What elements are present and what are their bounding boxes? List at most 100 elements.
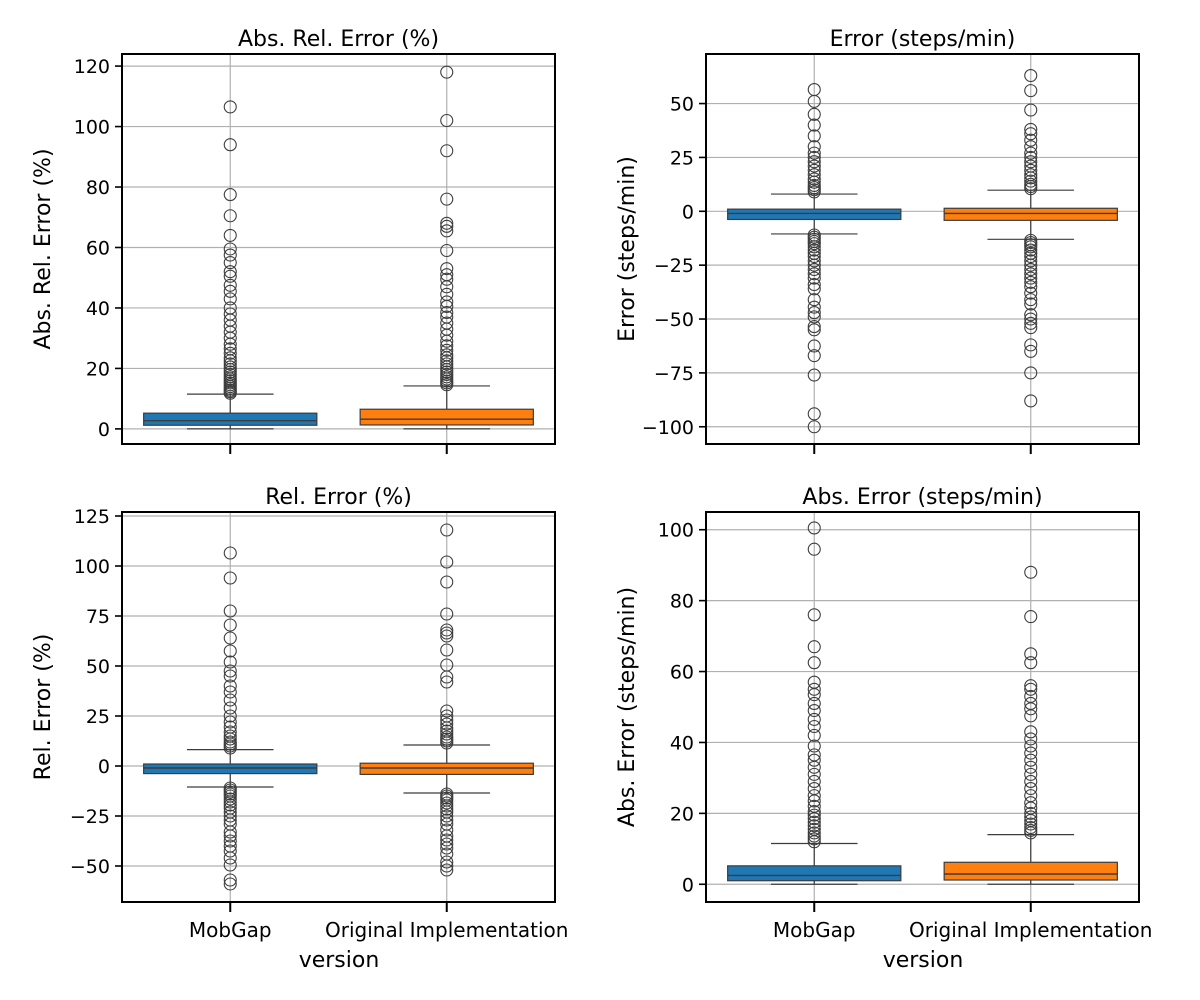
outlier-point xyxy=(1024,133,1038,147)
outlier-point xyxy=(807,640,821,654)
outlier-point xyxy=(440,859,454,873)
outlier-point xyxy=(223,809,237,823)
outlier-point xyxy=(807,739,821,753)
outlier-point xyxy=(223,265,237,279)
outlier-point xyxy=(807,118,821,132)
outlier-point xyxy=(440,727,454,741)
outlier-point xyxy=(223,644,237,658)
y-tick-label: 125 xyxy=(74,506,110,528)
outlier-point xyxy=(807,799,821,813)
outlier-point xyxy=(223,618,237,632)
outlier-point xyxy=(1024,155,1038,169)
outlier-point xyxy=(807,703,821,718)
outlier-point xyxy=(1024,610,1038,624)
box-series xyxy=(727,521,902,885)
outlier-point xyxy=(440,643,454,657)
outlier-point xyxy=(440,354,454,368)
outlier-point xyxy=(807,300,821,314)
outlier-point xyxy=(223,357,237,371)
outlier-point xyxy=(223,655,237,669)
y-tick-label: 100 xyxy=(74,117,110,139)
y-tick-label: 100 xyxy=(74,556,110,578)
outlier-point xyxy=(807,310,821,324)
box-series xyxy=(943,565,1118,885)
outlier-point xyxy=(440,287,454,301)
outlier-point xyxy=(440,216,454,230)
outlier-point xyxy=(223,669,237,683)
outlier-point xyxy=(807,163,821,177)
outlier-point xyxy=(807,129,821,143)
outlier-point xyxy=(223,844,237,858)
outlier-point xyxy=(440,316,454,330)
y-tick-label: 20 xyxy=(86,358,110,380)
outlier-point xyxy=(807,407,821,421)
outlier-point xyxy=(807,789,821,803)
box-body xyxy=(727,865,902,882)
outlier-point xyxy=(1024,810,1038,824)
outlier-point xyxy=(1024,366,1038,380)
y-tick-label: −25 xyxy=(654,255,694,277)
outlier-point xyxy=(807,774,821,789)
outlier-point xyxy=(807,829,821,843)
outlier-point xyxy=(807,339,821,353)
outlier-point xyxy=(223,242,237,256)
outlier-point xyxy=(440,675,454,689)
y-axis-label: Abs. Error (steps/min) xyxy=(615,587,640,827)
outlier-point xyxy=(1024,774,1038,789)
y-tick-label: 120 xyxy=(74,56,110,78)
outlier-point xyxy=(440,144,454,158)
outlier-point xyxy=(807,237,821,251)
outlier-point xyxy=(223,138,237,152)
outlier-point xyxy=(1024,316,1038,330)
outlier-point xyxy=(807,420,821,434)
outlier-point xyxy=(440,802,454,816)
outlier-point xyxy=(807,826,821,840)
outlier-point xyxy=(440,523,454,537)
outlier-point xyxy=(223,685,237,699)
y-axis-label: Rel. Error (%) xyxy=(31,634,56,781)
x-tick-label: MobGap xyxy=(773,918,856,942)
outlier-point xyxy=(1024,338,1038,352)
x-axis-label-left: version xyxy=(299,948,380,973)
outlier-point xyxy=(807,767,821,781)
outlier-point xyxy=(807,781,821,796)
outlier-point xyxy=(807,696,821,711)
outlier-point xyxy=(1024,177,1038,191)
outlier-point xyxy=(1024,565,1038,579)
x-tick-label: Original Implementation xyxy=(909,918,1152,942)
box-body xyxy=(143,763,318,775)
box-body xyxy=(727,208,902,221)
outlier-point xyxy=(223,100,237,114)
outlier-point xyxy=(1024,647,1038,661)
outlier-point xyxy=(440,113,454,128)
outlier-point xyxy=(807,278,821,292)
outlier-point xyxy=(440,305,454,320)
outlier-point xyxy=(807,249,821,264)
box-series xyxy=(359,65,534,430)
outlier-point xyxy=(807,262,821,277)
outlier-point xyxy=(440,658,454,672)
box-series xyxy=(727,83,902,434)
box-series xyxy=(359,523,534,877)
y-tick-label: 100 xyxy=(658,520,694,542)
y-tick-label: −50 xyxy=(654,309,694,331)
outlier-point xyxy=(223,248,237,262)
outlier-point xyxy=(1024,732,1038,746)
outlier-point xyxy=(1024,122,1038,136)
outlier-point xyxy=(1024,739,1038,753)
outlier-point xyxy=(807,719,821,734)
outlier-point xyxy=(807,349,821,363)
outlier-point xyxy=(807,282,821,296)
box-body xyxy=(359,762,534,776)
outlier-point xyxy=(1024,806,1038,820)
outlier-point xyxy=(1024,267,1038,281)
outlier-point xyxy=(440,272,454,286)
outlier-point xyxy=(807,107,821,121)
chart-panel: −50 −25 0 25 50 75 100 125 MobGap Original Implem… xyxy=(31,485,568,942)
outlier-point xyxy=(1024,682,1038,696)
outlier-point xyxy=(440,65,454,79)
outlier-point xyxy=(1024,746,1038,760)
y-tick-label: 0 xyxy=(98,419,110,441)
outlier-point xyxy=(440,717,454,731)
outlier-point xyxy=(440,575,454,589)
